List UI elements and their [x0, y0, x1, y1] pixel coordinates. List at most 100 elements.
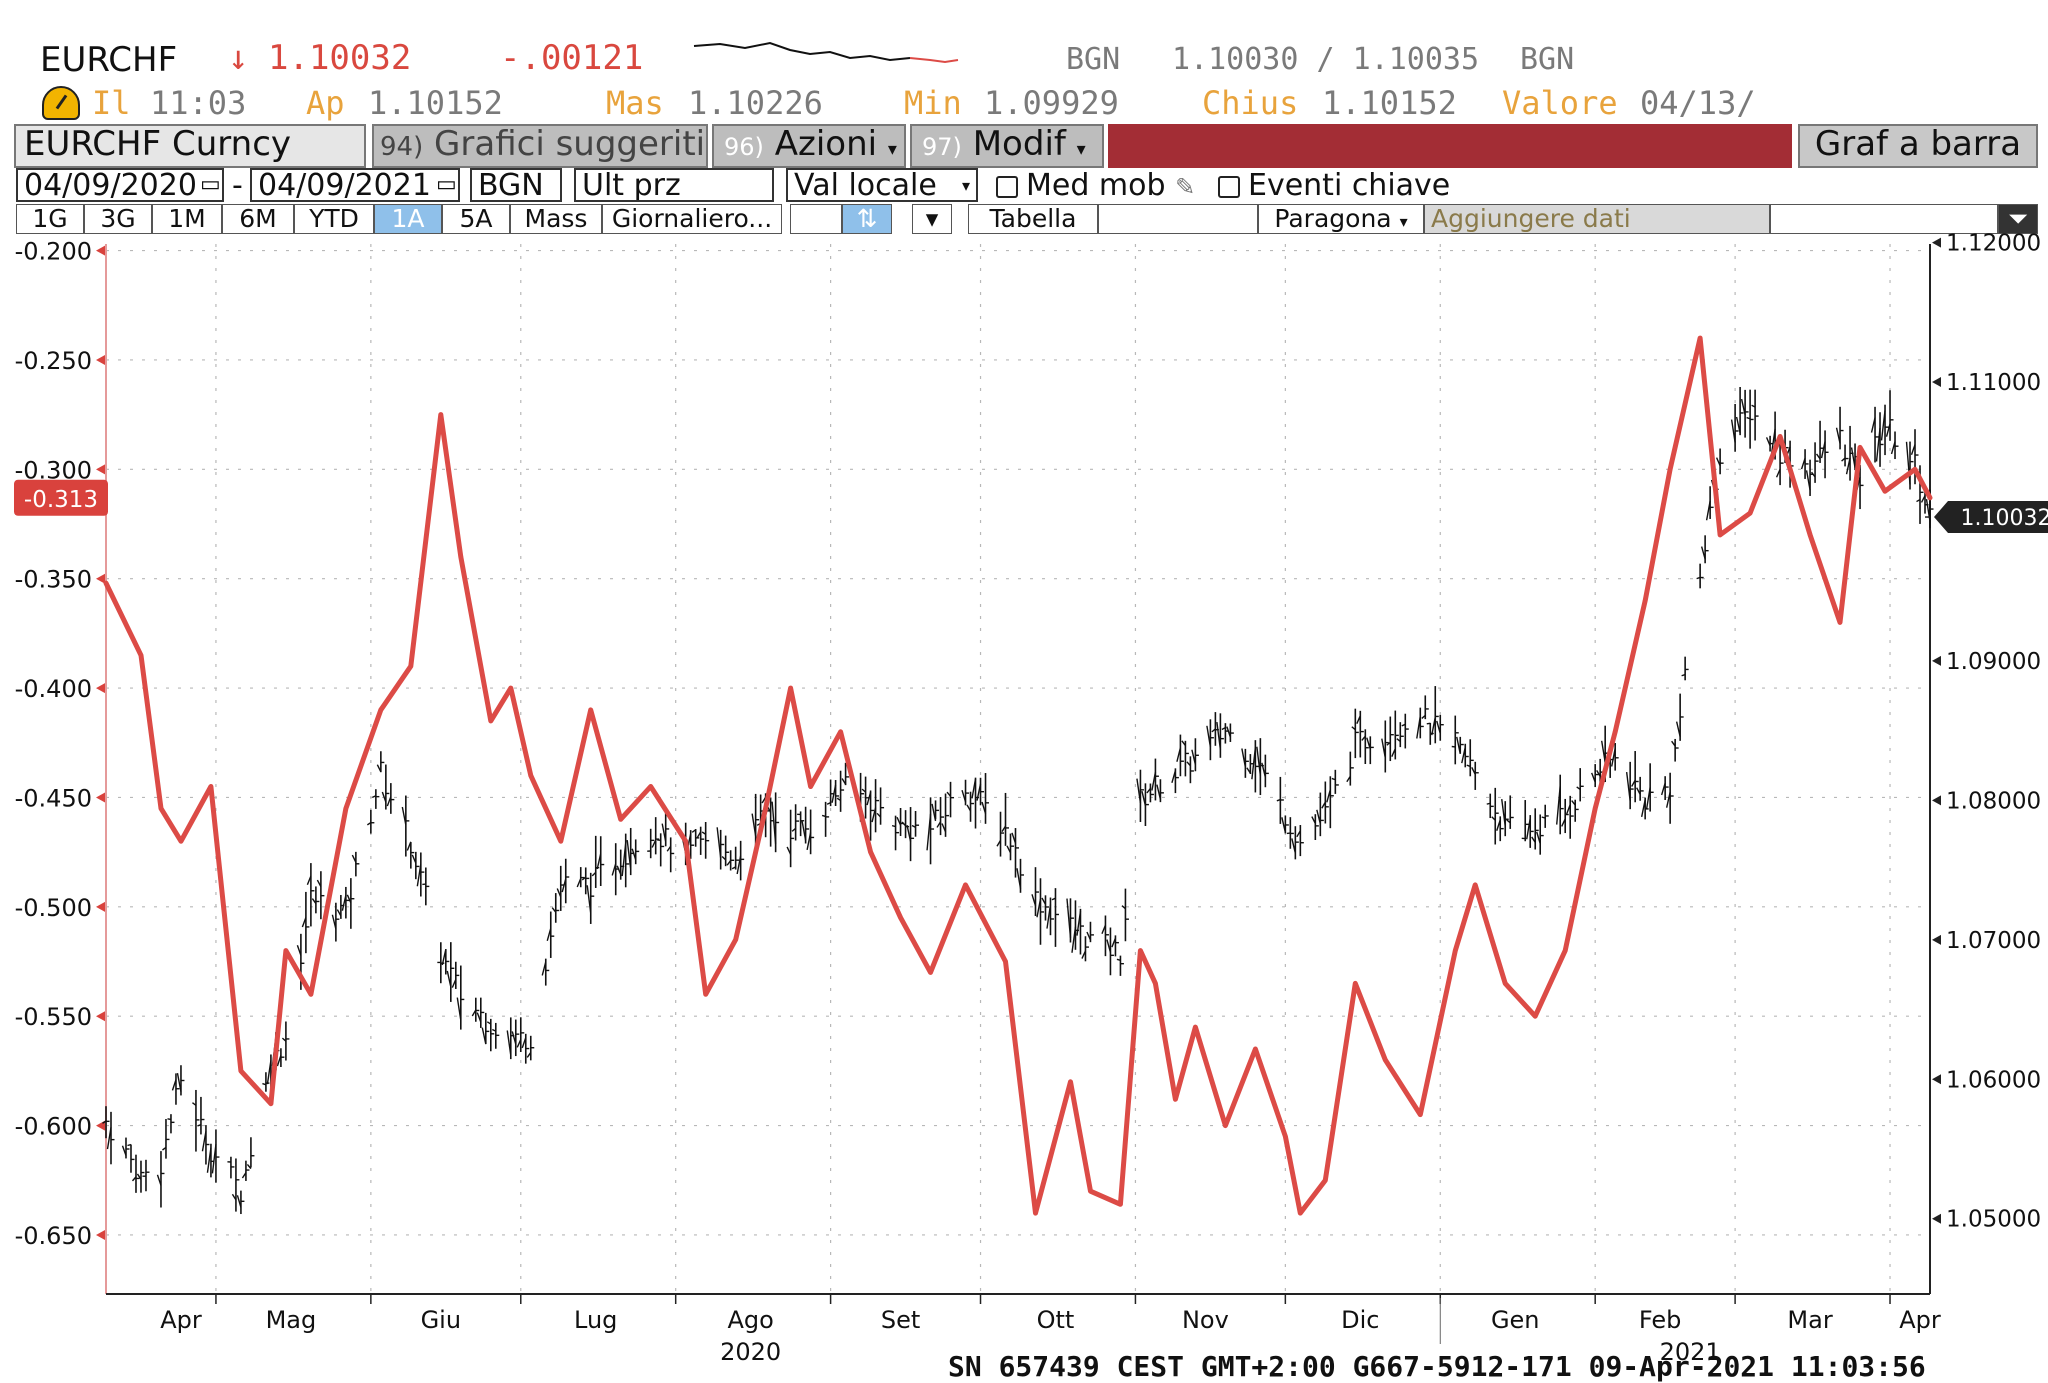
yield-point [928, 970, 932, 974]
ohlc-open-tick [127, 1145, 131, 1146]
yield-point [529, 773, 533, 777]
yield-point [509, 686, 513, 690]
yield-point [139, 653, 143, 657]
yield-point [1593, 806, 1597, 810]
yield-point [589, 708, 593, 712]
x-tick-label: Lug [574, 1306, 617, 1334]
yield-point [763, 806, 767, 810]
yield-point [1913, 467, 1917, 471]
yield-point [788, 686, 792, 690]
yield-point [409, 664, 413, 668]
right-tick [1932, 1074, 1941, 1084]
footer-stamp: SN 657439 CEST GMT+2:00 G667-5912-171 09… [948, 1350, 1926, 1383]
left-tick-label: -0.550 [15, 1003, 92, 1031]
left-tick [96, 1230, 105, 1240]
left-tick-label: -0.650 [15, 1222, 92, 1250]
yield-point [619, 817, 623, 821]
yield-point [1563, 948, 1567, 952]
ohlc-open-tick [1487, 803, 1491, 804]
left-tick [96, 355, 105, 365]
right-tick-label: 1.06000 [1946, 1067, 2041, 1093]
yield-point [439, 412, 443, 416]
left-tick-label: -0.350 [15, 566, 92, 594]
yield-point [1418, 1112, 1422, 1116]
yield-point [1118, 1202, 1122, 1206]
left-tick-label: -0.600 [15, 1113, 92, 1141]
yield-point [963, 883, 967, 887]
yield-point [459, 555, 463, 559]
yield-point [1223, 1123, 1227, 1127]
yield-point [1643, 598, 1647, 602]
yield-point [1808, 533, 1812, 537]
yield-point [1138, 948, 1142, 952]
yield-point [1613, 730, 1617, 734]
right-tick-label: 1.05000 [1946, 1207, 2041, 1233]
yield-point [1858, 445, 1862, 449]
right-tick-label: 1.12000 [1946, 231, 2041, 257]
yield-point [1353, 981, 1357, 985]
yield-point [1153, 981, 1157, 985]
x-tick-label: Mag [266, 1306, 317, 1334]
x-tick-label: Set [881, 1306, 920, 1334]
yield-point [733, 937, 737, 941]
right-tick-label: 1.09000 [1946, 649, 2041, 675]
yield-point [1193, 1025, 1197, 1029]
right-tick [1932, 656, 1941, 666]
yield-point [703, 992, 707, 996]
yield-point [284, 948, 288, 952]
left-tick [96, 246, 105, 256]
yield-point [1838, 620, 1842, 624]
yield-point [1323, 1178, 1327, 1182]
x-tick-label: Nov [1182, 1306, 1229, 1334]
yield-point [1668, 467, 1672, 471]
yield-point [1298, 1211, 1302, 1215]
left-tick-label: -0.500 [15, 894, 92, 922]
yield-point [1748, 511, 1752, 515]
yield-point [838, 730, 842, 734]
left-tick-label: -0.250 [15, 347, 92, 375]
yield-point [1883, 489, 1887, 493]
ohlc-open-tick [822, 815, 826, 816]
yield-point [1383, 1058, 1387, 1062]
x-tick-label: Gen [1491, 1306, 1540, 1334]
left-axis: -0.200-0.250-0.300-0.350-0.400-0.450-0.5… [15, 238, 106, 1294]
x-tick-label: Giu [421, 1306, 461, 1334]
yield-point [1533, 1014, 1537, 1018]
yield-point [309, 992, 313, 996]
right-tick [1932, 935, 1941, 945]
yield-point [808, 784, 812, 788]
left-tick [96, 574, 105, 584]
right-tick [1932, 377, 1941, 387]
left-tick-label: -0.400 [15, 675, 92, 703]
yield-point [1698, 336, 1702, 340]
yield-point [209, 784, 213, 788]
yield-point [868, 850, 872, 854]
ohlc-open-tick [1117, 959, 1121, 960]
yield-point [683, 839, 687, 843]
left-tick [96, 902, 105, 912]
right-tick-label: 1.07000 [1946, 928, 2041, 954]
yield-point [1033, 1211, 1037, 1215]
right-tick [1932, 238, 1941, 248]
right-tick [1932, 795, 1941, 805]
x-tick-label: Ago [727, 1306, 773, 1334]
yield-point [104, 581, 108, 585]
yield-point [1503, 981, 1507, 985]
yield-point [1068, 1080, 1072, 1084]
yield-point [1718, 533, 1722, 537]
yield-point [1473, 883, 1477, 887]
x-tick-label: Apr [160, 1306, 202, 1334]
yield-point [1778, 434, 1782, 438]
yield-point [1088, 1189, 1092, 1193]
yield-point [269, 1101, 273, 1105]
yield-point [159, 806, 163, 810]
x-tick-label: Dic [1341, 1306, 1379, 1334]
yield-point [1453, 948, 1457, 952]
yield-point [489, 719, 493, 723]
right-tick-label: 1.11000 [1946, 370, 2041, 396]
right-tick-label: 1.08000 [1946, 788, 2041, 814]
left-tick [96, 683, 105, 693]
left-last-value: -0.313 [24, 487, 98, 513]
right-tick [1932, 1214, 1941, 1224]
